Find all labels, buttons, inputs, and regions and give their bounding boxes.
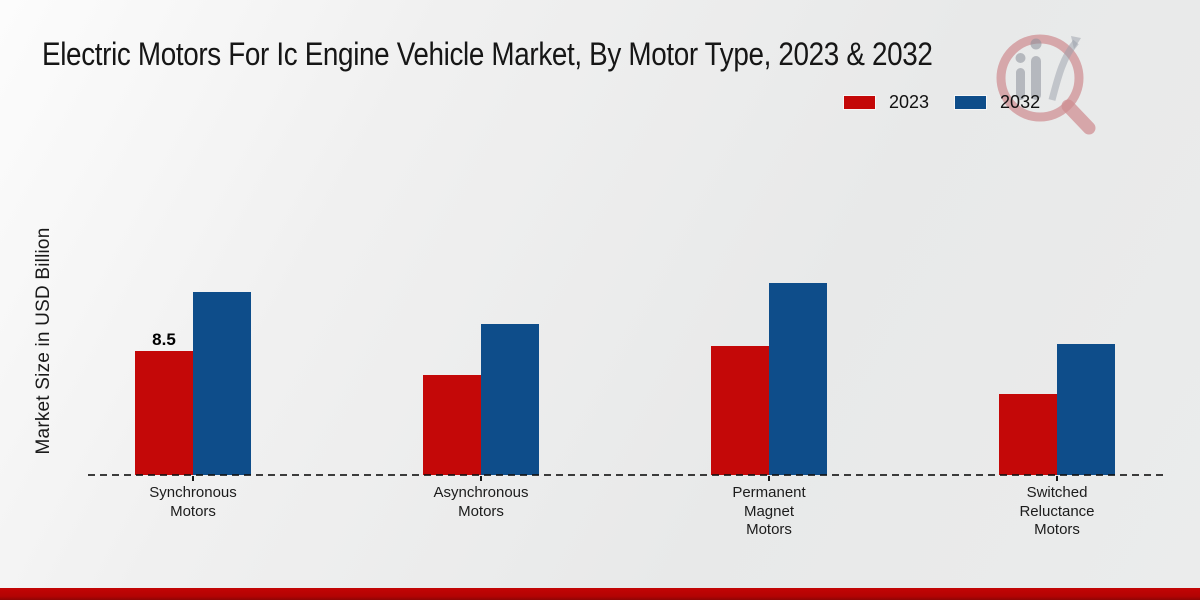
legend-item-2032: 2032 [954, 92, 1040, 113]
bar-2023-permanent-magnet-motors [711, 346, 769, 475]
legend-swatch-2032 [954, 95, 988, 110]
bar-2023-synchronous-motors [135, 351, 193, 475]
category-label-asynchronous-motors: Asynchronous Motors [433, 484, 529, 520]
bar-2023-asynchronous-motors [423, 375, 481, 475]
bar-2032-synchronous-motors [193, 292, 251, 475]
bar-2023-switched-reluctance-motors [999, 394, 1057, 475]
category-label-synchronous-motors: Synchronous Motors [149, 484, 237, 520]
x-axis-tick-permanent-magnet-motors [768, 476, 770, 481]
x-axis-tick-asynchronous-motors [480, 476, 482, 481]
x-axis-baseline [88, 474, 1166, 476]
footer-accent-bar [0, 588, 1200, 600]
x-axis-tick-synchronous-motors [192, 476, 194, 481]
magnifier-barchart-watermark-icon [996, 34, 1096, 135]
legend-label-2032: 2032 [1000, 92, 1041, 112]
bar-2032-permanent-magnet-motors [769, 283, 827, 475]
x-axis-tick-switched-reluctance-motors [1056, 476, 1058, 481]
category-label-switched-reluctance-motors: Switched Reluctance Motors [1019, 484, 1095, 538]
bar-2032-switched-reluctance-motors [1057, 344, 1115, 475]
legend-label-2023: 2023 [889, 92, 930, 112]
legend: 2023 2032 [843, 92, 1040, 113]
legend-swatch-2023 [843, 95, 876, 110]
legend-item-2023: 2023 [843, 92, 929, 113]
bar-2032-asynchronous-motors [481, 324, 539, 475]
bar-value-label-2023-synchronous-motors: 8.5 [152, 330, 176, 349]
chart-title: Electric Motors For Ic Engine Vehicle Ma… [42, 36, 933, 72]
category-label-permanent-magnet-motors: Permanent Magnet Motors [732, 484, 806, 538]
